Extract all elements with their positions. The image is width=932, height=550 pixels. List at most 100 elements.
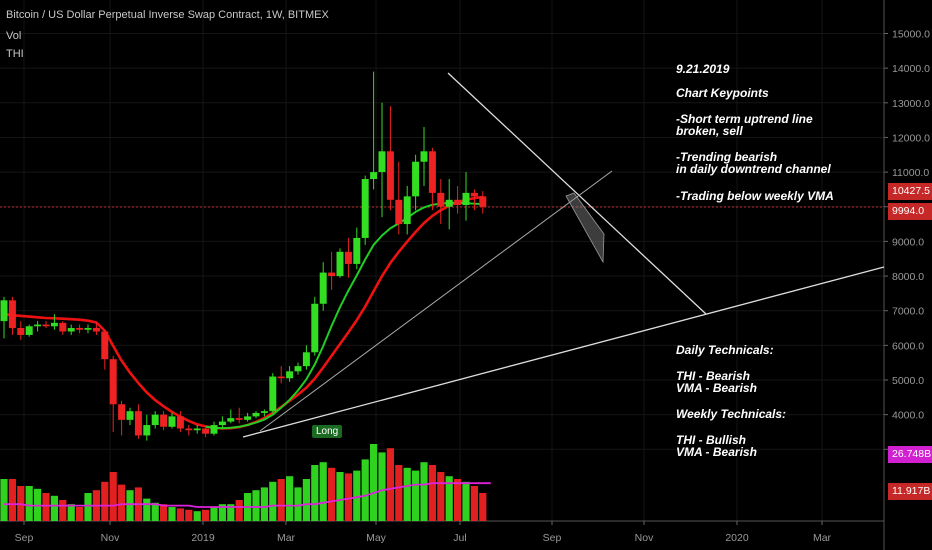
- time-tick-label: Nov: [101, 532, 120, 544]
- candle-body: [210, 425, 218, 434]
- volume-bar: [0, 479, 8, 521]
- weekly-technicals: THI - Bullish VMA - Bearish: [676, 434, 757, 458]
- volume-bar: [319, 462, 327, 521]
- volume-bar: [218, 504, 226, 521]
- candle-body: [479, 196, 487, 207]
- candle-body: [403, 196, 411, 225]
- volume-bar: [160, 504, 168, 521]
- time-tick-label: May: [366, 532, 387, 544]
- notes-heading: Chart Keypoints: [676, 86, 769, 100]
- volume-bar: [277, 479, 285, 521]
- volume-indicator-label[interactable]: Vol: [6, 30, 22, 42]
- daily-technicals: THI - Bearish VMA - Bearish: [676, 370, 757, 394]
- candle-body: [286, 371, 294, 379]
- candle-body: [126, 411, 134, 420]
- price-tick-label: 8000.0: [892, 271, 924, 283]
- candle-body: [176, 416, 184, 429]
- candle-body: [92, 328, 100, 332]
- candle-body: [168, 416, 176, 427]
- volume-bar: [462, 481, 470, 521]
- candle-body: [319, 272, 327, 304]
- volume-bar: [286, 476, 294, 521]
- volume-bar: [437, 472, 445, 521]
- candle-body: [252, 412, 260, 417]
- candle-body: [76, 328, 84, 330]
- candles-layer: [0, 71, 487, 441]
- keypoint-1-line-2: broken, sell: [676, 124, 743, 138]
- volume-bar: [193, 511, 201, 521]
- volume-bar: [412, 470, 420, 521]
- downtrend-line: [447, 72, 707, 315]
- volume-bar: [176, 508, 184, 521]
- daily-technicals-heading: Daily Technicals:: [676, 343, 774, 357]
- candle-body: [336, 251, 344, 277]
- price-tick-label: 5000.0: [892, 375, 924, 387]
- volume-last-tag: 11.917B: [888, 483, 932, 500]
- last-high-tag: 10427.5: [888, 183, 932, 200]
- price-tick-label: 12000.0: [892, 132, 930, 144]
- candle-body: [428, 151, 436, 193]
- keypoint-1-line-1: -Short term uptrend line: [676, 112, 813, 126]
- volume-bar: [260, 487, 268, 521]
- candle-body: [370, 172, 378, 180]
- keypoint-1: -Short term uptrend line broken, sell: [676, 113, 813, 137]
- volume-bar: [378, 452, 386, 521]
- price-tick-label: 11000.0: [892, 167, 929, 179]
- candle-body: [101, 331, 109, 360]
- price-tick-label: 7000.0: [892, 306, 924, 318]
- volume-ma-line: [4, 482, 491, 508]
- volume-bar: [126, 490, 134, 521]
- candle-body: [445, 199, 453, 207]
- daily-thi: THI - Bearish: [676, 369, 751, 383]
- candle-body: [227, 418, 235, 422]
- price-tick-label: 4000.0: [892, 410, 924, 422]
- candle-body: [277, 376, 285, 379]
- candle-body: [185, 428, 193, 431]
- candle-body: [344, 251, 352, 264]
- keypoint-2-line-1: -Trending bearish: [676, 150, 778, 164]
- weekly-technicals-heading: Weekly Technicals:: [676, 407, 787, 421]
- short-term-uptrend-line: [259, 170, 613, 432]
- candle-body: [353, 237, 361, 264]
- volume-bar: [168, 507, 176, 521]
- volume-bar: [336, 472, 344, 521]
- volume-bar: [479, 493, 487, 521]
- candle-body: [67, 328, 75, 332]
- weekly-vma: VMA - Bearish: [676, 445, 757, 459]
- volume-bar: [454, 479, 462, 521]
- keypoint-2: -Trending bearish in daily downtrend cha…: [676, 151, 831, 175]
- vma-line: [3, 195, 483, 430]
- volume-bar: [210, 507, 218, 521]
- candle-body: [328, 272, 336, 277]
- candle-body: [42, 324, 50, 327]
- candle-body: [193, 428, 201, 431]
- volume-bar: [50, 495, 58, 521]
- volume-bar: [302, 479, 310, 521]
- volume-bar: [311, 465, 319, 521]
- candle-body: [143, 425, 151, 436]
- daily-vma: VMA - Bearish: [676, 381, 757, 395]
- candle-body: [420, 151, 428, 162]
- volume-bar: [420, 462, 428, 521]
- volume-bar: [202, 509, 210, 521]
- candle-body: [134, 411, 142, 436]
- time-tick-label: Sep: [15, 532, 34, 544]
- projection-channel: [565, 192, 605, 264]
- time-tick-label: 2019: [191, 532, 215, 544]
- candle-body: [59, 322, 67, 332]
- volume-bar: [76, 507, 84, 521]
- notes-date: 9.21.2019: [676, 62, 730, 76]
- thi-indicator-label[interactable]: THI: [6, 48, 24, 60]
- candle-body: [25, 326, 33, 335]
- time-tick-label: Mar: [277, 532, 296, 544]
- candle-body: [8, 300, 16, 329]
- volume-bar: [151, 502, 159, 521]
- volume-bar: [118, 484, 126, 521]
- price-tick-label: 14000.0: [892, 63, 930, 75]
- candle-body: [244, 416, 252, 420]
- candle-body: [235, 418, 243, 420]
- volume-bar: [344, 473, 352, 521]
- price-tick-label: 6000.0: [892, 340, 924, 352]
- volume-bar: [185, 509, 193, 521]
